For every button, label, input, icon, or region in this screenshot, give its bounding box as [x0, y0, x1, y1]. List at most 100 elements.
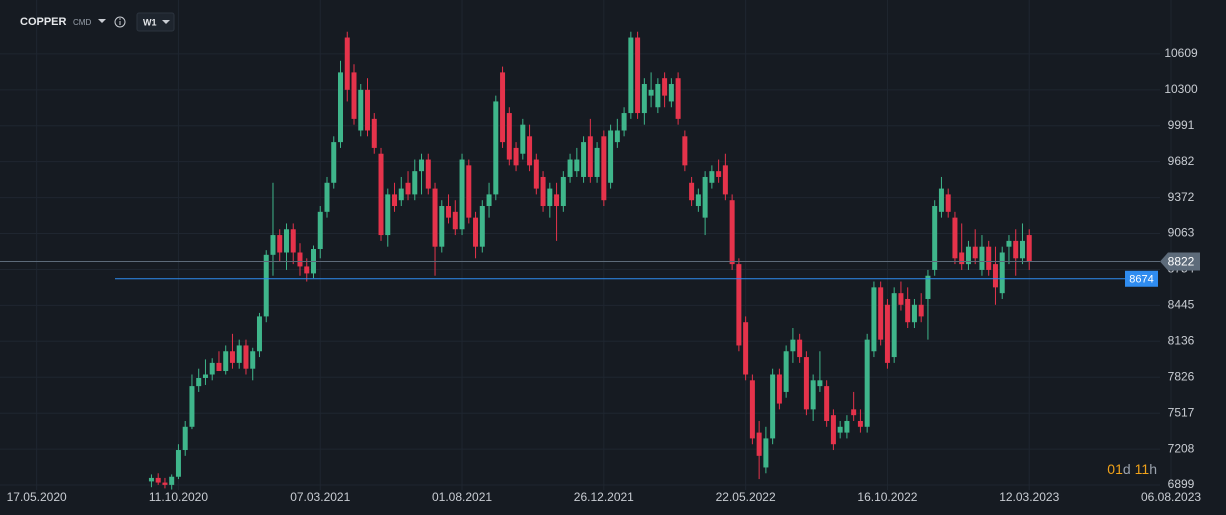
candle-body: [581, 142, 587, 177]
candle-body: [304, 266, 310, 274]
countdown-days-unit: d: [1123, 461, 1131, 477]
market-dropdown[interactable]: [98, 19, 106, 23]
candle-body: [533, 159, 539, 189]
candle-body: [736, 264, 742, 346]
candle-body: [959, 252, 965, 265]
candle-body: [1019, 240, 1025, 259]
timeframe-dropdown[interactable]: [162, 20, 170, 24]
y-tick-label: 6899: [1168, 477, 1195, 491]
candle-body: [986, 246, 992, 270]
candle-body: [837, 426, 843, 433]
candle-body: [695, 194, 701, 207]
candle-body: [466, 165, 472, 218]
y-tick-label: 9991: [1168, 118, 1195, 132]
plot: 17.05.2020 11.10.2020 07.03.2021 01.08.2021…: [0, 0, 1201, 504]
candle-body: [169, 476, 175, 485]
countdown-days: 01: [1107, 461, 1123, 477]
candle-body: [392, 194, 398, 207]
candle-body: [1026, 235, 1032, 262]
market[interactable]: CMD: [73, 18, 91, 27]
candle-body: [945, 194, 951, 212]
candle-body: [560, 176, 566, 207]
price-label: 8822: [1168, 255, 1195, 269]
candle-body: [635, 37, 641, 114]
candle-body: [817, 380, 823, 387]
candle-body: [884, 304, 890, 363]
candle-body: [175, 450, 181, 477]
candle-body: [479, 206, 485, 247]
candle-body: [797, 339, 803, 358]
countdown: 01d 11h: [1107, 461, 1157, 477]
candle-body: [614, 130, 620, 143]
candle-body: [473, 217, 479, 247]
x-tick-label: 16.10.2022: [857, 490, 917, 504]
candle-body: [243, 345, 249, 369]
y-tick-label: 10609: [1164, 46, 1198, 60]
candle-body: [776, 374, 782, 404]
candle-body: [702, 176, 708, 218]
candle-body: [209, 362, 215, 375]
candle-body: [297, 252, 303, 267]
candle-body: [317, 211, 323, 250]
candle-body: [506, 113, 512, 160]
level-label: 8674: [1129, 274, 1153, 286]
candle-body: [229, 351, 235, 363]
candle-body: [668, 84, 674, 102]
level-label-box: [1125, 270, 1158, 287]
candle-body: [655, 84, 661, 108]
toolbar: COPPER CMD W1: [20, 12, 175, 32]
candle-body: [682, 136, 688, 166]
candle-body: [236, 345, 242, 363]
candle-body: [999, 252, 1005, 294]
candle-body: [783, 351, 789, 392]
candle-body: [263, 254, 269, 317]
y-tick-label: 9682: [1168, 154, 1195, 168]
candle-body: [770, 374, 776, 439]
candle-body: [871, 287, 877, 352]
candle-body: [911, 304, 917, 323]
candle-body: [756, 432, 762, 456]
candle-body: [662, 78, 668, 96]
candle-body: [223, 351, 229, 372]
candle-body: [196, 377, 202, 387]
candle-body: [216, 362, 222, 372]
candle-body: [601, 136, 607, 201]
candle-body: [851, 409, 857, 416]
x-tick-label: 12.03.2023: [999, 490, 1059, 504]
candle-body: [594, 147, 600, 177]
info-icon[interactable]: [114, 16, 126, 28]
candle-body: [202, 374, 208, 378]
candle-body: [493, 101, 499, 195]
candle-body: [743, 322, 749, 375]
y-tick-label: 9372: [1168, 190, 1195, 204]
candle-body: [992, 264, 998, 288]
candle-body: [878, 287, 884, 340]
candle-body: [446, 206, 452, 218]
candle-body: [587, 136, 593, 177]
candle-body: [283, 229, 289, 253]
candle-body: [547, 188, 553, 207]
candle-body: [675, 78, 681, 119]
candle-body: [148, 477, 154, 482]
candle-body: [452, 211, 458, 230]
timeframe-button[interactable]: [136, 12, 175, 32]
timeframe[interactable]: W1: [143, 17, 157, 27]
candle-body: [938, 188, 944, 212]
candle-body: [344, 37, 350, 90]
y-tick-label: 10300: [1164, 82, 1198, 96]
candle-body: [182, 426, 188, 451]
candle-body: [419, 159, 425, 172]
x-tick-label: 07.03.2021: [290, 490, 350, 504]
candle-body: [351, 72, 357, 119]
info-icon-dot: [119, 18, 121, 20]
candle-body: [338, 72, 344, 143]
candle-body: [844, 420, 850, 433]
candle-body: [857, 420, 863, 427]
candle-body: [790, 339, 796, 352]
candle-body: [385, 194, 391, 236]
candle-body: [513, 147, 519, 166]
countdown-hours: 11: [1135, 461, 1150, 477]
candle-body: [972, 246, 978, 259]
price-label-box: [1160, 252, 1200, 271]
